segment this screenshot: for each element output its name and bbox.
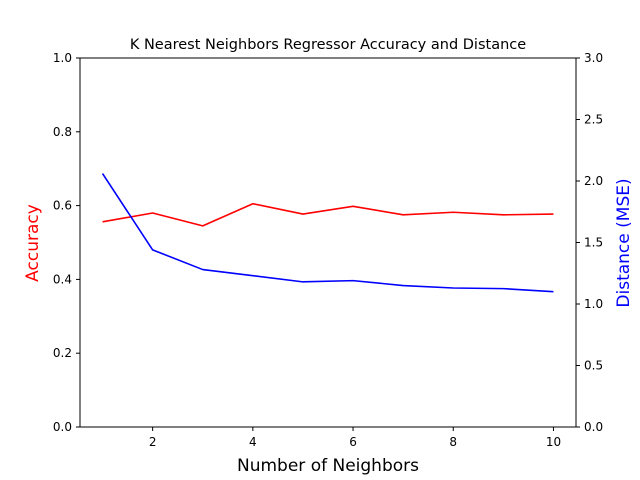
right-y-tick-label: 1.5 [584,236,603,250]
x-tick-label: 8 [449,435,457,449]
left-y-tick-label: 1.0 [53,51,72,65]
chart-title: K Nearest Neighbors Regressor Accuracy a… [130,37,526,53]
x-axis: 2 4 6 8 10 [149,427,561,449]
accuracy-series-line [102,202,554,227]
right-y-tick-label: 0.5 [584,359,603,373]
plot-frame [79,57,577,428]
x-tick-label: 2 [149,435,157,449]
series-layer [101,173,554,293]
right-y-tick-label: 1.0 [584,297,603,311]
right-y-tick-label: 0.0 [584,420,603,434]
x-tick-label: 10 [546,435,561,449]
plot-border [79,57,577,428]
x-axis-label: Number of Neighbors [237,456,419,476]
distance-series-line [101,173,554,293]
left-y-tick-label: 0.0 [53,420,72,434]
left-y-tick-label: 0.6 [53,199,72,213]
left-y-tick-label: 0.2 [53,346,72,360]
right-y-axis-label: Distance (MSE) [614,178,634,307]
left-y-axis: 0.0 0.2 0.4 0.6 0.8 1.0 [53,51,80,434]
left-y-axis-label: Accuracy [23,204,43,282]
left-y-tick-label: 0.4 [53,272,72,286]
x-tick-label: 4 [249,435,257,449]
right-y-tick-label: 3.0 [584,51,603,65]
right-y-tick-label: 2.0 [584,174,603,188]
right-y-tick-label: 2.5 [584,113,603,127]
left-y-tick-label: 0.8 [53,125,72,139]
right-y-axis: 0.0 0.5 1.0 1.5 2.0 2.5 3.0 [576,51,603,434]
x-tick-label: 6 [349,435,357,449]
